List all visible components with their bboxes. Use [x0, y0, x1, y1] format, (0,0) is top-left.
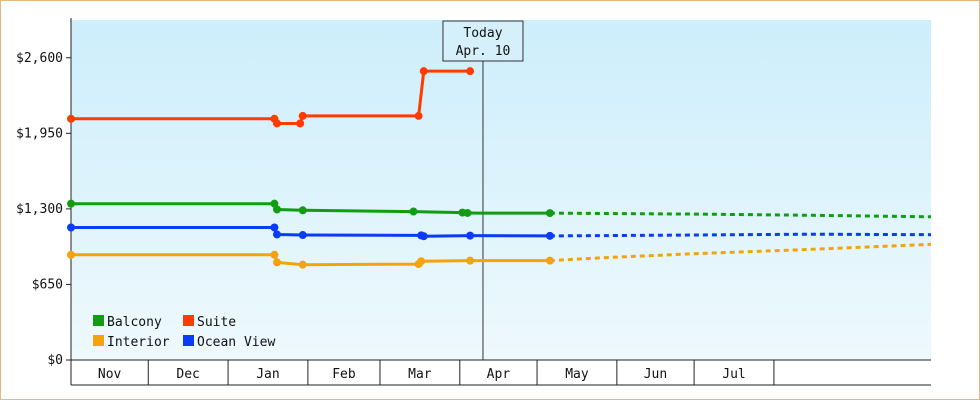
data-point[interactable] [466, 231, 475, 240]
data-point[interactable] [417, 257, 426, 266]
x-tick-label: Feb [332, 367, 356, 382]
data-point[interactable] [466, 67, 475, 76]
data-point[interactable] [545, 209, 554, 218]
x-tick-label: Mar [408, 367, 432, 382]
today-label: Today [463, 26, 502, 41]
legend-label: Suite [197, 315, 236, 330]
data-point[interactable] [414, 111, 423, 120]
data-point[interactable] [270, 250, 279, 259]
series-forecast-line [549, 211, 932, 219]
x-tick-label: Dec [176, 367, 199, 382]
plot-area [71, 20, 931, 360]
today-box [442, 20, 524, 62]
data-point[interactable] [545, 256, 554, 265]
legend-label: Interior [107, 335, 170, 350]
data-point[interactable] [419, 67, 428, 76]
series-suite [67, 67, 475, 128]
data-point[interactable] [67, 114, 75, 123]
data-point[interactable] [272, 230, 281, 239]
x-tick-label: May [565, 367, 589, 382]
data-point[interactable] [67, 199, 75, 208]
series-forecast-line [549, 232, 932, 238]
legend-label: Ocean View [197, 335, 275, 350]
y-tick-label: $2,600 [16, 51, 63, 66]
data-point[interactable] [463, 208, 472, 217]
series-ocean-view [67, 223, 932, 241]
x-tick-label: Jul [722, 367, 745, 382]
data-point[interactable] [272, 258, 281, 267]
series-balcony [67, 199, 932, 219]
data-point[interactable] [466, 256, 475, 265]
data-point[interactable] [545, 231, 554, 240]
data-point[interactable] [272, 119, 281, 128]
data-point[interactable] [298, 260, 307, 269]
legend-swatch [93, 335, 104, 346]
legend-swatch [183, 315, 194, 326]
data-point[interactable] [409, 207, 418, 216]
series-interior [67, 242, 932, 269]
data-point[interactable] [67, 223, 75, 232]
data-point[interactable] [298, 206, 307, 215]
data-point[interactable] [419, 232, 428, 241]
data-point[interactable] [298, 111, 307, 120]
data-point[interactable] [67, 250, 75, 259]
today-date-label: Apr. 10 [456, 44, 511, 59]
legend-swatch [183, 335, 194, 346]
data-point[interactable] [270, 223, 279, 232]
y-tick-label: $1,300 [16, 202, 63, 217]
x-tick-label: Apr [487, 367, 511, 382]
y-tick-label: $0 [47, 353, 63, 368]
data-point[interactable] [272, 205, 281, 214]
data-point[interactable] [298, 231, 307, 240]
x-tick-label: Jun [644, 367, 667, 382]
y-tick-label: $650 [32, 277, 63, 292]
data-point[interactable] [296, 119, 305, 128]
x-tick-label: Nov [98, 367, 122, 382]
series-forecast-line [549, 242, 932, 263]
legend-swatch [93, 315, 104, 326]
x-tick-label: Jan [256, 367, 279, 382]
legend-label: Balcony [107, 315, 162, 330]
y-tick-label: $1,950 [16, 126, 63, 141]
